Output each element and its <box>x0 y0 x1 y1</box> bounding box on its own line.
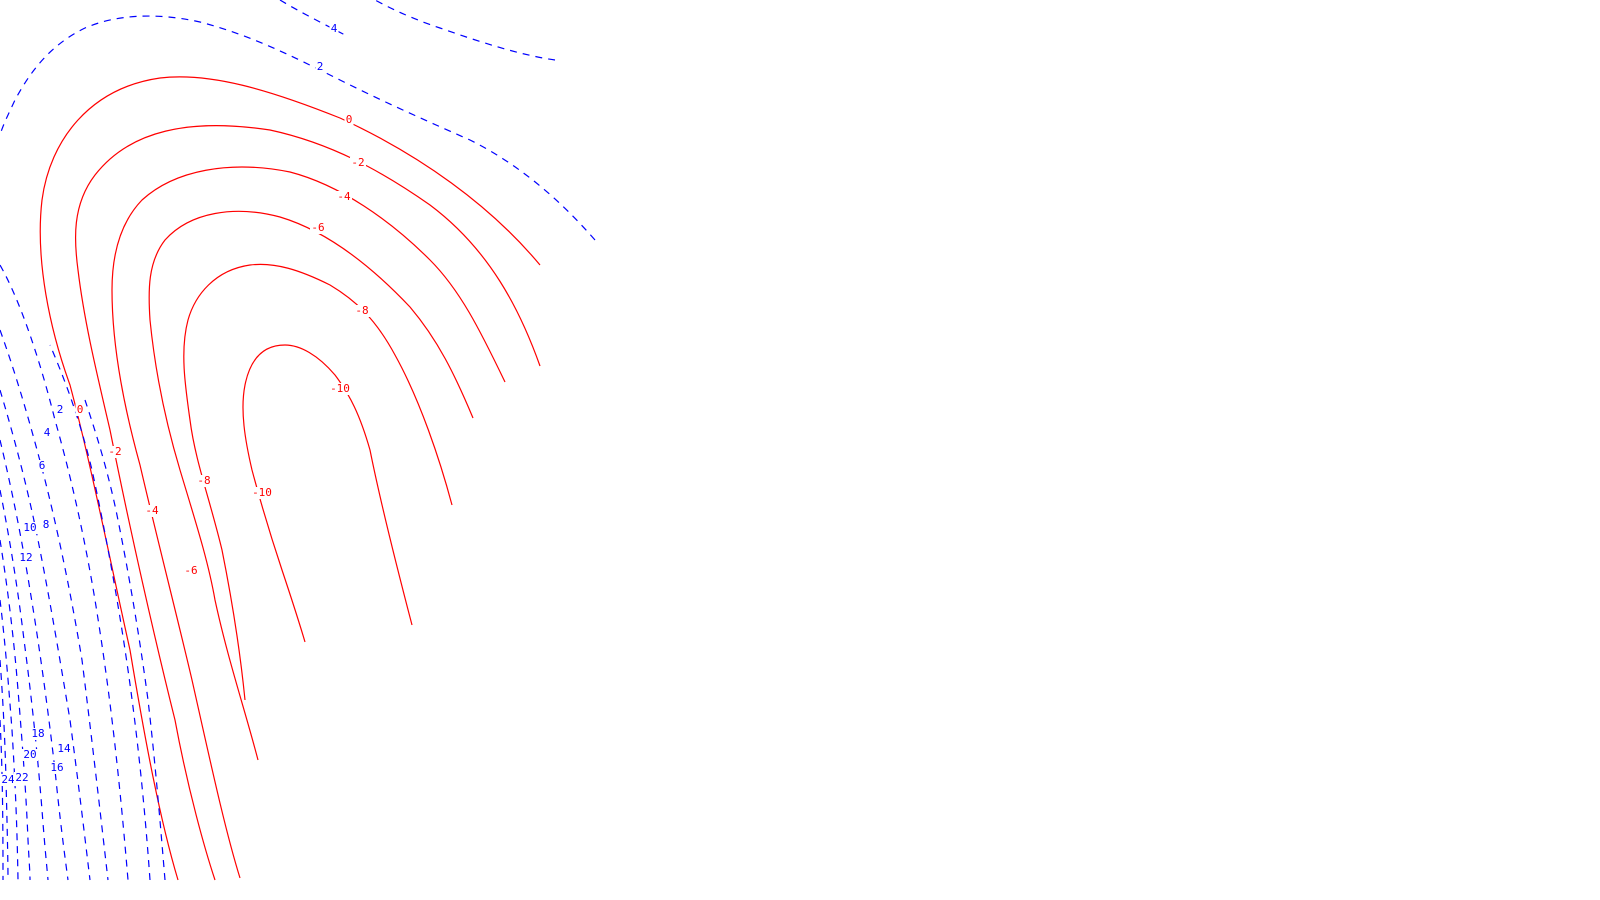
contour-level-label: 12 <box>19 551 32 564</box>
contour-line-negative <box>111 166 506 879</box>
contour-label-background <box>41 519 51 531</box>
contour-label-background <box>49 762 65 774</box>
contour-level-label: -2 <box>351 156 364 169</box>
contour-level-label: 18 <box>31 727 44 740</box>
contour-line-positive <box>374 0 556 61</box>
contour-label-background <box>55 404 65 416</box>
contour-line-positive <box>49 344 151 881</box>
contour-label-background <box>336 191 352 203</box>
contour-label-background <box>75 404 85 416</box>
contour-label-background <box>107 446 123 458</box>
contour-label-background <box>344 114 354 126</box>
contour-label-background <box>354 305 370 317</box>
contour-label-background <box>14 772 30 784</box>
contour-level-label: 4 <box>44 426 51 439</box>
contour-label-background <box>310 222 326 234</box>
contour-label-background <box>0 774 16 786</box>
contour-line-negative <box>74 125 541 881</box>
contour-label-background <box>328 383 352 395</box>
contour-line-positive <box>0 439 69 881</box>
contour-label-background <box>329 23 339 35</box>
contour-level-label: 14 <box>57 742 71 755</box>
contour-level-label: 22 <box>15 771 28 784</box>
contour-level-label: -10 <box>330 382 350 395</box>
contour-label-background <box>250 487 274 499</box>
contour-line-positive <box>0 599 19 881</box>
contour-line-positive <box>0 264 129 881</box>
contour-level-label: -4 <box>145 504 159 517</box>
contour-level-label: 24 <box>1 773 15 786</box>
contour-level-label: 16 <box>50 761 63 774</box>
contour-label-background <box>56 743 72 755</box>
contour-labels: 420-2-4-6-8-102 04-26-8-10-410 812-6181420… <box>0 22 370 786</box>
contour-label-background <box>196 475 212 487</box>
contour-line-negative <box>242 344 413 643</box>
contour-line-negative <box>148 210 474 761</box>
contour-label-background <box>22 749 38 761</box>
contour-level-label: -6 <box>311 221 324 234</box>
contour-label-background <box>22 522 38 534</box>
contour-label-background <box>350 157 366 169</box>
contour-label-background <box>30 728 46 740</box>
contour-level-label: 0 <box>346 113 353 126</box>
contour-line-negative <box>39 76 541 881</box>
contour-label-background <box>144 505 160 517</box>
contour-level-label: -8 <box>197 474 210 487</box>
contour-line-positive <box>0 539 31 881</box>
contour-level-label: 2 <box>317 60 324 73</box>
contour-level-label: 4 <box>331 22 338 35</box>
contour-level-label: 8 <box>43 518 50 531</box>
contour-line-positive <box>0 719 4 881</box>
contour-line-positive <box>0 389 91 881</box>
contour-level-label: 2 <box>57 403 64 416</box>
contour-lines <box>0 0 596 881</box>
contour-line-positive <box>0 489 49 881</box>
contour-level-label: 0 <box>77 403 84 416</box>
contour-line-positive <box>0 329 109 881</box>
contour-label-background <box>18 552 34 564</box>
contour-label-background <box>37 460 47 472</box>
contour-level-label: -2 <box>108 445 121 458</box>
contour-level-label: -10 <box>252 486 272 499</box>
contour-line-positive <box>0 659 9 881</box>
contour-line-positive <box>84 399 166 881</box>
contour-level-label: -4 <box>337 190 351 203</box>
contour-level-label: 10 <box>23 521 36 534</box>
contour-line-negative <box>183 263 453 701</box>
contour-line-positive <box>0 15 596 241</box>
contour-level-label: -6 <box>184 564 197 577</box>
contour-label-background <box>42 427 52 439</box>
contour-level-label: 20 <box>23 748 36 761</box>
contour-label-background <box>183 565 199 577</box>
contour-level-label: -8 <box>355 304 368 317</box>
contour-label-background <box>315 61 325 73</box>
contour-level-label: 6 <box>39 459 46 472</box>
